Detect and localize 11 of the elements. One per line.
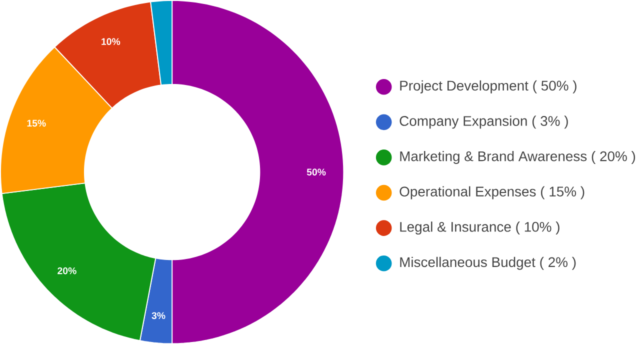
- legend-label: Operational Expenses ( 15% ): [400, 186, 584, 200]
- data-label: 10%: [102, 38, 120, 45]
- data-label: 50%: [306, 168, 326, 176]
- legend-label: Marketing & Brand Awareness ( 20% ): [400, 150, 636, 164]
- data-label: 15%: [27, 120, 46, 127]
- legend-label: Company Expansion ( 3% ): [400, 116, 568, 129]
- data-label: 20%: [58, 267, 76, 274]
- legend-label: Project Development ( 50% ): [400, 80, 576, 94]
- legend-label: Miscellaneous Budget ( 2% ): [400, 256, 576, 270]
- legend-label: Legal & Insurance ( 10% ): [400, 221, 560, 234]
- data-label: 3%: [152, 312, 166, 320]
